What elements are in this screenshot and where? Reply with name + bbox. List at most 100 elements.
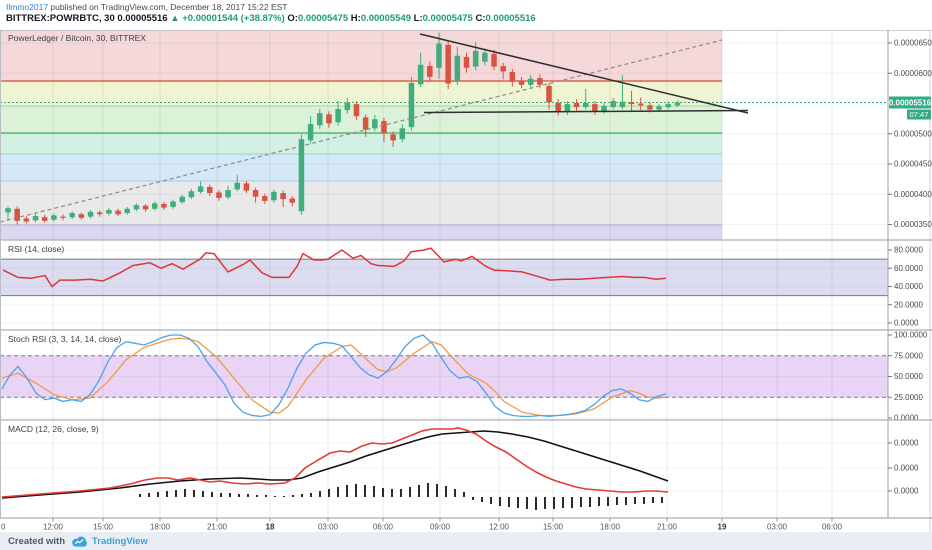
candle-body — [51, 215, 57, 220]
price-band-teal — [0, 133, 722, 154]
candle-body — [151, 203, 158, 209]
publish-info: Ilmmo2017 published on TradingView.com, … — [6, 2, 287, 12]
time-axis-label: 21:00 — [207, 523, 228, 532]
username-link[interactable]: Ilmmo2017 — [6, 2, 49, 12]
price-badge — [889, 96, 931, 109]
macd-line — [1, 427, 669, 498]
main-chart-title: PowerLedger / Bitcoin, 30, BITTREX — [8, 33, 146, 43]
candle-body — [399, 128, 406, 140]
candle-body — [243, 183, 250, 191]
candle-body — [427, 65, 433, 77]
time-axis-label: 15:00 — [93, 523, 114, 532]
price-band-red — [0, 30, 722, 81]
candle-body — [518, 81, 525, 85]
candle-body — [647, 105, 653, 110]
candle-body — [87, 211, 94, 217]
candle-body — [32, 216, 39, 221]
candle-body — [610, 101, 616, 108]
candle-body — [500, 65, 506, 72]
tradingview-brand-link[interactable]: TradingView — [92, 535, 148, 547]
footer: Created with TradingView — [0, 532, 932, 550]
created-with-label: Created with — [8, 535, 66, 547]
price-band-blue — [0, 154, 722, 181]
candle-body — [60, 216, 66, 218]
candle-body — [124, 208, 130, 214]
candle-body — [133, 205, 140, 210]
axis-label: 0.0000 — [894, 464, 919, 473]
candle-body — [592, 104, 598, 112]
price-band-yellow — [0, 81, 722, 106]
last-price: 0.00005516 — [117, 13, 168, 24]
candle-body — [564, 104, 571, 112]
candle-body — [463, 56, 470, 68]
time-axis-label: 03:00 — [767, 523, 788, 532]
candle-body — [362, 117, 369, 130]
macd-panel-title: MACD (12, 26, close, 9) — [8, 424, 99, 434]
low-value: 0.00005475 — [422, 13, 473, 24]
candle-body — [106, 209, 112, 214]
time-axis-label: 0 — [1, 523, 6, 532]
time-axis-label: 06:00 — [822, 523, 843, 532]
candle-body — [665, 104, 671, 108]
candle-body — [637, 103, 644, 106]
time-axis-label: 18:00 — [150, 523, 171, 532]
candle-body — [14, 208, 20, 221]
time-axis-label: 15:00 — [543, 523, 564, 532]
trendline-wedge-lower — [423, 109, 749, 114]
axis-label: 75.0000 — [894, 351, 923, 360]
candle-body — [252, 190, 259, 197]
countdown-badge-text: 07:47 — [910, 110, 929, 119]
time-axis-label: 18 — [266, 523, 275, 532]
price-band-purple — [0, 225, 722, 240]
candle-body — [161, 203, 167, 208]
time-axis-label: 12:00 — [43, 523, 64, 532]
axis-label: 100.0000 — [894, 331, 928, 340]
axis-label: 25.0000 — [894, 393, 923, 402]
candle-body — [582, 102, 589, 108]
candle-body — [78, 214, 85, 218]
rsi-panel-title: RSI (14, close) — [8, 244, 65, 254]
open-label: O: — [287, 13, 298, 24]
axis-label: 0.00003500 — [894, 220, 932, 229]
candle-body — [115, 210, 121, 215]
candle-body — [96, 212, 103, 215]
high-value: 0.00005549 — [360, 13, 412, 24]
candle-body — [335, 108, 341, 123]
candle-body — [537, 78, 543, 85]
candle-body — [23, 218, 30, 222]
axis-label: 60.0000 — [894, 264, 923, 273]
candle-body — [619, 101, 626, 108]
tradingview-cloud-icon — [71, 535, 88, 548]
candle-body — [197, 186, 204, 192]
axis-label: 80.0000 — [894, 246, 923, 255]
candle-body — [188, 191, 195, 198]
candle-body — [179, 196, 185, 203]
candle-body — [234, 182, 240, 190]
candle-body — [546, 85, 552, 103]
candle-body — [170, 201, 176, 207]
axis-label: 20.0000 — [894, 300, 923, 309]
open-value: 0.00005475 — [297, 13, 349, 24]
candle-body — [482, 52, 488, 62]
publish-text: published on TradingView.com, December 1… — [48, 2, 288, 12]
candle-body — [344, 102, 351, 111]
candle-body — [527, 78, 534, 85]
candle-body — [390, 134, 396, 141]
axis-label: 0.0000 — [894, 319, 919, 328]
countdown-badge — [907, 109, 931, 120]
price-band-gray — [0, 181, 722, 225]
candle-body — [262, 196, 268, 201]
axis-label: 40.0000 — [894, 282, 923, 291]
candle-body — [372, 119, 378, 129]
candle-body — [674, 102, 681, 106]
candle-body — [298, 139, 305, 212]
candle-body — [601, 105, 607, 112]
